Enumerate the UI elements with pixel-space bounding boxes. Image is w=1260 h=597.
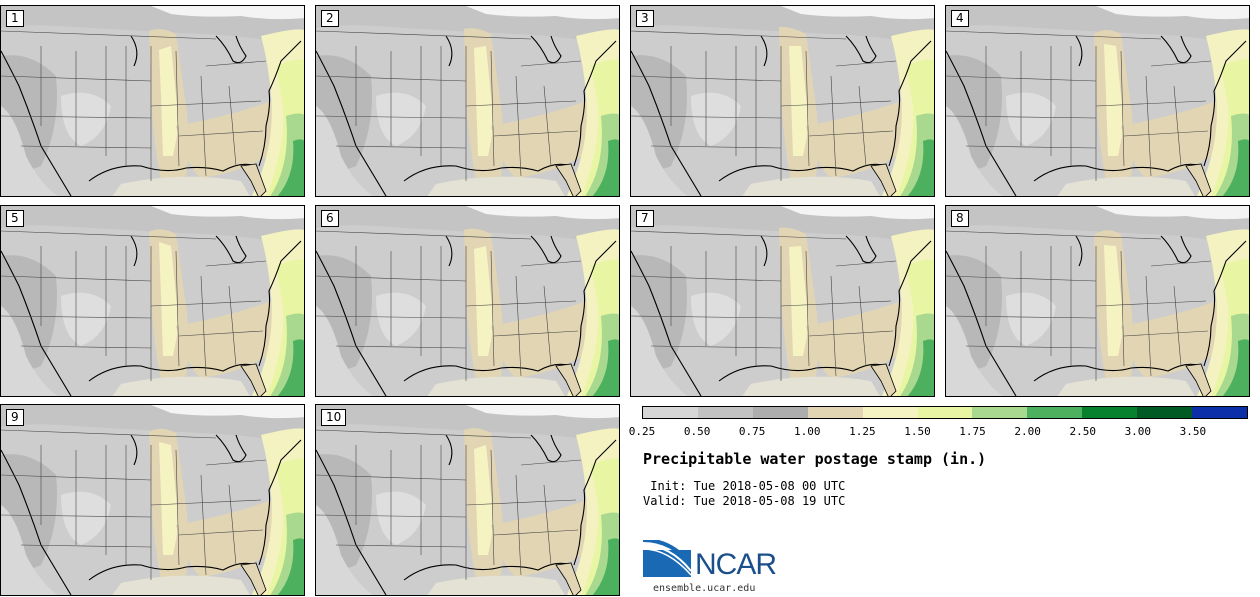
colorbar-tick-label: 2.00 [1014, 425, 1041, 438]
member-number: 7 [636, 210, 654, 227]
member-number: 10 [321, 409, 347, 426]
member-number: 6 [321, 210, 339, 227]
colorbar-tick-label: 3.00 [1124, 425, 1152, 438]
colorbar [642, 406, 1248, 419]
colorbar-labels: 0.25 0.50 0.75 1.00 1.25 1.50 1.75 2.00 2.50 3.00… [628, 425, 1250, 439]
ncar-logo-icon [642, 540, 692, 577]
colorbar-tick-label: 0.75 [738, 425, 766, 438]
colorbar-segment [917, 407, 973, 418]
colorbar-segment [1027, 407, 1083, 418]
colorbar-tick-label: 0.25 [628, 425, 656, 438]
member-number: 8 [951, 210, 969, 227]
postage-stamp-map: 9 [0, 404, 305, 596]
postage-stamp-map: 4 [945, 5, 1250, 197]
member-number: 9 [6, 409, 24, 426]
member-number: 1 [6, 10, 24, 27]
member-number: 3 [636, 10, 654, 27]
valid-time: Valid: Tue 2018-05-08 19 UTC [643, 494, 846, 508]
postage-stamp-map: 1 [0, 5, 305, 197]
colorbar-tick-label: 1.75 [959, 425, 986, 438]
colorbar-segment [972, 407, 1028, 418]
postage-stamp-map: 6 [315, 205, 620, 397]
colorbar-tick-label: 1.50 [904, 425, 931, 438]
colorbar-segment [1137, 407, 1193, 418]
colorbar-tick-label: 1.25 [849, 425, 876, 438]
colorbar-tick-label: 0.50 [683, 425, 711, 438]
colorbar-segment [807, 407, 863, 418]
site-url: ensemble.ucar.edu [653, 583, 756, 594]
colorbar-segment [752, 407, 808, 418]
figure-title: Precipitable water postage stamp (in.) [643, 450, 987, 468]
postage-stamp-map: 10 [315, 404, 620, 596]
member-number: 4 [951, 10, 969, 27]
postage-stamp-map: 3 [630, 5, 935, 197]
postage-stamp-map: 5 [0, 205, 305, 397]
colorbar-tick-label: 2.50 [1069, 425, 1096, 438]
member-number: 2 [321, 10, 339, 27]
colorbar-tick-label: 3.50 [1179, 425, 1207, 438]
colorbar-segment [643, 407, 698, 418]
postage-stamp-map: 2 [315, 5, 620, 197]
logo-text: NCAR [695, 548, 777, 581]
colorbar-tick-label: 1.00 [794, 425, 821, 438]
colorbar-segment [1192, 407, 1247, 418]
colorbar-segment [1082, 407, 1138, 418]
postage-stamp-map: 7 [630, 205, 935, 397]
init-time: Init: Tue 2018-05-08 00 UTC [643, 479, 846, 493]
colorbar-segment [697, 407, 753, 418]
postage-stamp-map: 8 [945, 205, 1250, 397]
colorbar-segment [862, 407, 918, 418]
member-number: 5 [6, 210, 24, 227]
